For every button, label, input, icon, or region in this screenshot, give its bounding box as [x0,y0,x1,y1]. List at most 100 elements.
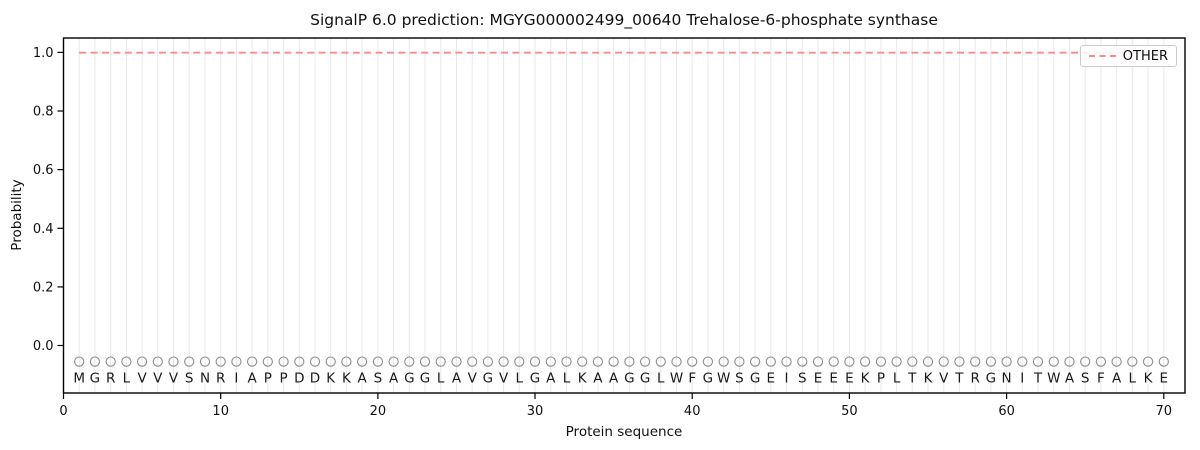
residue-marker [781,356,792,367]
y-tick-label: 0.4 [33,222,54,237]
x-axis-label: Protein sequence [565,424,683,440]
residue-marker [907,356,918,367]
residue-letter: G [404,370,414,386]
residue-marker [687,356,698,367]
residue-letter: G [640,370,650,386]
residue-markers [74,356,1169,367]
residue-letter: L [563,370,571,386]
residue-letter: S [798,370,807,386]
residue-letter: I [1020,370,1024,386]
residue-letter: G [90,370,100,386]
residue-letter: A [389,370,399,386]
residue-marker [435,356,446,367]
residue-marker [341,356,352,367]
x-tick-label: 0 [59,404,67,419]
residue-marker [1064,356,1075,367]
residue-marker [1111,356,1122,367]
residue-marker [954,356,965,367]
residue-marker [828,356,839,367]
residue-letter: L [437,370,445,386]
residue-letter: E [845,370,854,386]
residue-letter: A [247,370,257,386]
residue-letter: K [1144,370,1154,386]
residue-letter: R [971,370,980,386]
residue-letter: F [1097,370,1105,386]
residue-marker [985,356,997,367]
residue-letter: G [750,370,760,386]
residue-letter: N [1002,370,1012,386]
residue-letter: G [483,370,493,386]
residue-marker [545,356,556,367]
residue-marker [74,356,85,367]
residue-marker [749,356,761,367]
residue-marker [624,356,635,367]
residue-marker [215,356,226,367]
residue-letter: W [717,370,730,386]
residue-letter: S [735,370,744,386]
residue-marker [294,356,305,367]
x-tick-label: 60 [998,404,1015,419]
residue-marker [121,356,132,367]
residue-letter: P [877,370,885,386]
residue-letter: D [310,370,320,386]
residue-marker [655,356,666,367]
residue-letter: G [624,370,634,386]
residue-letter: V [468,370,478,386]
residue-letter: L [657,370,665,386]
residue-marker [246,356,258,367]
residue-letter: G [420,370,430,386]
residue-marker [152,356,163,367]
residue-letter: T [954,370,964,386]
residue-marker [765,356,776,367]
x-tick-label: 30 [527,404,544,419]
y-tick-label: 0.2 [33,280,54,295]
residue-marker [1158,356,1169,367]
residue-letter: M [73,370,85,386]
gridlines [78,38,1165,393]
residue-letter: S [1081,370,1090,386]
x-tick-label: 50 [841,404,858,419]
residue-letter: K [861,370,871,386]
residue-letter: E [814,370,823,386]
residue-marker [199,356,211,367]
residue-letter: P [264,370,272,386]
x-tick-label: 70 [1156,404,1173,419]
y-tick-label: 1.0 [33,46,54,61]
residue-marker [718,356,729,367]
residue-marker [262,356,273,367]
residue-letter: D [294,370,304,386]
legend-label-other: OTHER [1122,48,1168,64]
residue-marker [1142,356,1154,367]
plot-frame [62,37,1186,394]
residue-letter: W [670,370,683,386]
residue-letter: V [169,370,179,386]
residue-marker [671,356,682,367]
residue-letter: S [185,370,194,386]
residue-marker [1032,356,1044,367]
residue-letter: A [357,370,367,386]
residue-marker [970,356,981,367]
residue-letter: V [137,370,147,386]
residue-letter: L [1129,370,1137,386]
residue-marker [1080,356,1091,367]
x-tick-label: 20 [370,404,387,419]
residue-marker [1017,356,1028,367]
residue-marker [482,356,494,367]
residue-marker [419,356,431,367]
residue-letter: G [703,370,713,386]
residue-letter: R [106,370,115,386]
residue-marker [309,356,321,367]
residue-marker [388,356,399,367]
residue-marker [105,356,116,367]
residue-letter: I [234,370,238,386]
residue-marker [89,356,101,367]
residue-marker [278,356,289,367]
residue-letter: S [374,370,383,386]
residue-marker [844,356,855,367]
residue-letter: V [153,370,163,386]
y-tick-label: 0.0 [33,339,54,354]
residue-letter: P [280,370,288,386]
residue-marker [561,356,572,367]
x-tick-label: 40 [684,404,701,419]
